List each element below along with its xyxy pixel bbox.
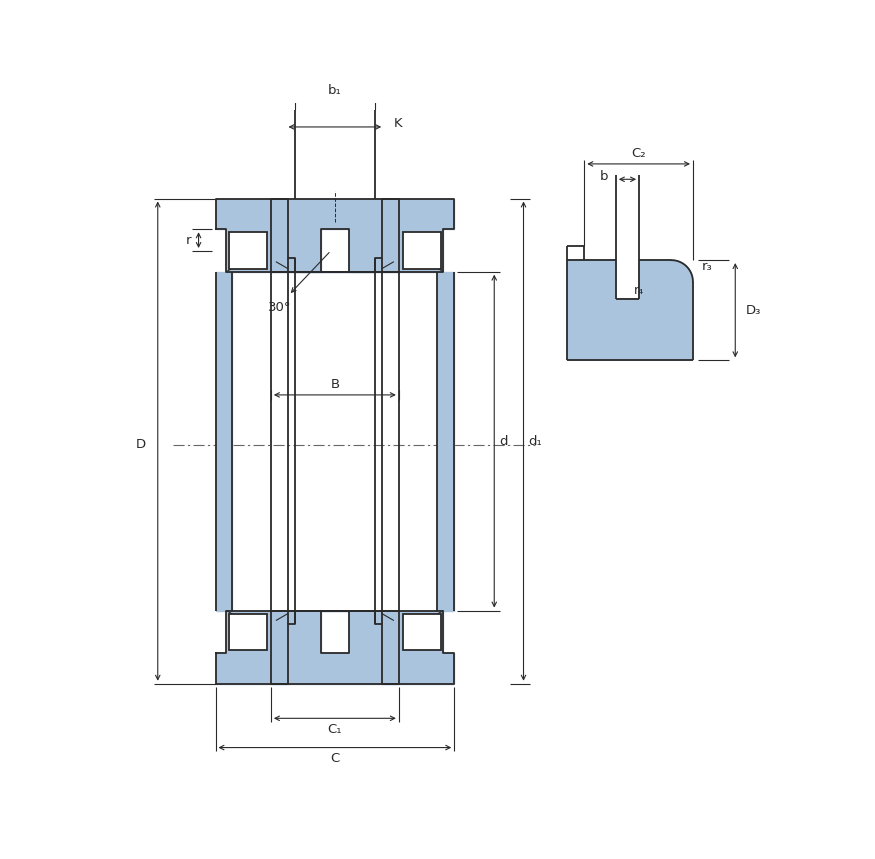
Bar bbox=[228, 233, 267, 269]
Polygon shape bbox=[215, 611, 454, 684]
Text: K: K bbox=[394, 118, 402, 131]
Text: B: B bbox=[330, 378, 340, 391]
Bar bbox=[402, 613, 441, 649]
Text: D: D bbox=[136, 438, 146, 452]
Text: D₃: D₃ bbox=[746, 304, 760, 317]
Polygon shape bbox=[567, 260, 693, 360]
Polygon shape bbox=[215, 271, 233, 611]
Text: d: d bbox=[499, 435, 507, 448]
Text: r₄: r₄ bbox=[634, 284, 644, 297]
Text: d₁: d₁ bbox=[528, 435, 542, 448]
Polygon shape bbox=[271, 198, 399, 271]
Text: r₃: r₃ bbox=[702, 259, 713, 273]
Text: C₁: C₁ bbox=[327, 722, 342, 735]
Text: 30°: 30° bbox=[268, 302, 291, 314]
Bar bbox=[402, 233, 441, 269]
Polygon shape bbox=[271, 611, 399, 684]
Polygon shape bbox=[215, 198, 454, 271]
Text: r: r bbox=[186, 234, 191, 247]
Text: b: b bbox=[599, 170, 608, 183]
Text: b₁: b₁ bbox=[328, 84, 342, 97]
Bar bbox=[228, 613, 267, 649]
Text: C: C bbox=[330, 752, 340, 765]
Polygon shape bbox=[438, 271, 454, 611]
Text: C₂: C₂ bbox=[632, 147, 646, 160]
